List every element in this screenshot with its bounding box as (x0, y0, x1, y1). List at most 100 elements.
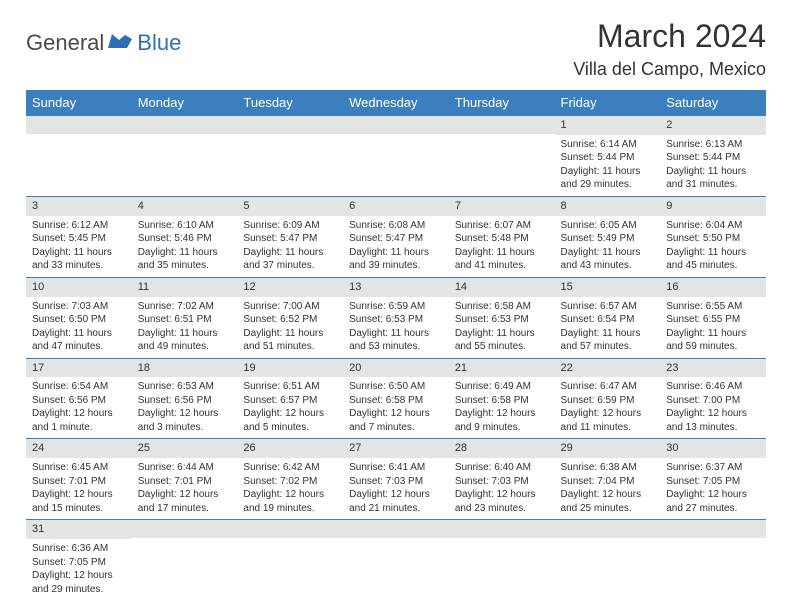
day-content: Sunrise: 6:13 AMSunset: 5:44 PMDaylight:… (660, 135, 766, 196)
empty-daynum (132, 116, 238, 134)
day-line: Sunset: 7:01 PM (32, 475, 126, 489)
calendar-cell: 15Sunrise: 6:57 AMSunset: 6:54 PMDayligh… (555, 277, 661, 358)
calendar-cell (132, 520, 238, 600)
day-line: Daylight: 11 hours (243, 327, 337, 341)
day-line: Sunrise: 6:47 AM (561, 380, 655, 394)
calendar-cell: 12Sunrise: 7:00 AMSunset: 6:52 PMDayligh… (237, 277, 343, 358)
day-line: and 39 minutes. (349, 259, 443, 273)
day-content: Sunrise: 6:57 AMSunset: 6:54 PMDaylight:… (555, 297, 661, 358)
day-line: Sunset: 6:53 PM (455, 313, 549, 327)
calendar-cell: 2Sunrise: 6:13 AMSunset: 5:44 PMDaylight… (660, 116, 766, 197)
day-line: Daylight: 11 hours (666, 165, 760, 179)
day-line: Sunrise: 6:37 AM (666, 461, 760, 475)
day-line: and 33 minutes. (32, 259, 126, 273)
day-line: Sunrise: 6:08 AM (349, 219, 443, 233)
day-line: and 45 minutes. (666, 259, 760, 273)
logo: General Blue (26, 18, 181, 56)
day-line: Sunrise: 6:49 AM (455, 380, 549, 394)
day-number: 29 (555, 439, 661, 458)
day-line: Sunrise: 6:13 AM (666, 138, 760, 152)
day-content: Sunrise: 6:50 AMSunset: 6:58 PMDaylight:… (343, 377, 449, 438)
day-number: 31 (26, 520, 132, 539)
day-line: Sunrise: 6:04 AM (666, 219, 760, 233)
day-line: and 7 minutes. (349, 421, 443, 435)
day-number: 20 (343, 359, 449, 378)
day-line: Daylight: 12 hours (243, 488, 337, 502)
day-line: Sunset: 6:54 PM (561, 313, 655, 327)
calendar-cell: 6Sunrise: 6:08 AMSunset: 5:47 PMDaylight… (343, 196, 449, 277)
day-line: and 49 minutes. (138, 340, 232, 354)
day-line: Sunrise: 6:44 AM (138, 461, 232, 475)
calendar-cell (343, 116, 449, 197)
day-content: Sunrise: 6:59 AMSunset: 6:53 PMDaylight:… (343, 297, 449, 358)
day-line: and 21 minutes. (349, 502, 443, 516)
day-line: Sunrise: 6:50 AM (349, 380, 443, 394)
day-number: 19 (237, 359, 343, 378)
day-line: and 41 minutes. (455, 259, 549, 273)
day-line: Sunrise: 6:58 AM (455, 300, 549, 314)
day-line: Sunset: 6:58 PM (349, 394, 443, 408)
day-header: Wednesday (343, 90, 449, 116)
day-line: Sunrise: 6:45 AM (32, 461, 126, 475)
day-content: Sunrise: 6:47 AMSunset: 6:59 PMDaylight:… (555, 377, 661, 438)
day-line: Sunrise: 7:03 AM (32, 300, 126, 314)
calendar-cell (449, 116, 555, 197)
day-content: Sunrise: 6:05 AMSunset: 5:49 PMDaylight:… (555, 216, 661, 277)
day-line: Sunset: 6:55 PM (666, 313, 760, 327)
calendar-cell (26, 116, 132, 197)
day-line: Sunrise: 6:07 AM (455, 219, 549, 233)
day-number: 10 (26, 278, 132, 297)
day-number: 13 (343, 278, 449, 297)
day-line: and 43 minutes. (561, 259, 655, 273)
day-line: Daylight: 12 hours (455, 407, 549, 421)
day-content: Sunrise: 6:55 AMSunset: 6:55 PMDaylight:… (660, 297, 766, 358)
day-content: Sunrise: 6:49 AMSunset: 6:58 PMDaylight:… (449, 377, 555, 438)
day-line: Sunset: 5:50 PM (666, 232, 760, 246)
empty-daynum (343, 520, 449, 538)
day-line: Sunset: 5:47 PM (243, 232, 337, 246)
day-line: Sunset: 5:44 PM (666, 151, 760, 165)
day-line: Sunrise: 7:02 AM (138, 300, 232, 314)
calendar-cell: 26Sunrise: 6:42 AMSunset: 7:02 PMDayligh… (237, 439, 343, 520)
day-line: Sunrise: 6:54 AM (32, 380, 126, 394)
day-line: Sunset: 5:44 PM (561, 151, 655, 165)
day-number: 12 (237, 278, 343, 297)
day-content: Sunrise: 6:51 AMSunset: 6:57 PMDaylight:… (237, 377, 343, 438)
day-line: Sunset: 7:02 PM (243, 475, 337, 489)
day-line: Sunset: 6:56 PM (32, 394, 126, 408)
day-line: Daylight: 12 hours (138, 488, 232, 502)
day-line: and 3 minutes. (138, 421, 232, 435)
calendar-cell: 13Sunrise: 6:59 AMSunset: 6:53 PMDayligh… (343, 277, 449, 358)
day-line: Daylight: 12 hours (138, 407, 232, 421)
day-line: Daylight: 12 hours (666, 488, 760, 502)
day-content: Sunrise: 6:45 AMSunset: 7:01 PMDaylight:… (26, 458, 132, 519)
day-content: Sunrise: 6:46 AMSunset: 7:00 PMDaylight:… (660, 377, 766, 438)
day-header-row: Sunday Monday Tuesday Wednesday Thursday… (26, 90, 766, 116)
day-line: and 1 minute. (32, 421, 126, 435)
day-line: Sunrise: 6:38 AM (561, 461, 655, 475)
day-line: Daylight: 11 hours (666, 246, 760, 260)
day-line: and 35 minutes. (138, 259, 232, 273)
day-line: Sunset: 5:49 PM (561, 232, 655, 246)
day-content: Sunrise: 7:03 AMSunset: 6:50 PMDaylight:… (26, 297, 132, 358)
day-number: 2 (660, 116, 766, 135)
calendar-cell: 10Sunrise: 7:03 AMSunset: 6:50 PMDayligh… (26, 277, 132, 358)
day-line: and 9 minutes. (455, 421, 549, 435)
day-number: 6 (343, 197, 449, 216)
day-line: Daylight: 11 hours (455, 327, 549, 341)
day-header: Sunday (26, 90, 132, 116)
calendar-cell: 25Sunrise: 6:44 AMSunset: 7:01 PMDayligh… (132, 439, 238, 520)
calendar-table: Sunday Monday Tuesday Wednesday Thursday… (26, 90, 766, 600)
day-number: 7 (449, 197, 555, 216)
day-line: and 59 minutes. (666, 340, 760, 354)
calendar-row: 31Sunrise: 6:36 AMSunset: 7:05 PMDayligh… (26, 520, 766, 600)
calendar-cell: 11Sunrise: 7:02 AMSunset: 6:51 PMDayligh… (132, 277, 238, 358)
logo-text-2: Blue (137, 30, 181, 56)
calendar-cell: 27Sunrise: 6:41 AMSunset: 7:03 PMDayligh… (343, 439, 449, 520)
day-line: Sunset: 6:58 PM (455, 394, 549, 408)
day-line: and 37 minutes. (243, 259, 337, 273)
empty-daynum (555, 520, 661, 538)
calendar-cell (555, 520, 661, 600)
calendar-cell: 18Sunrise: 6:53 AMSunset: 6:56 PMDayligh… (132, 358, 238, 439)
day-line: and 13 minutes. (666, 421, 760, 435)
